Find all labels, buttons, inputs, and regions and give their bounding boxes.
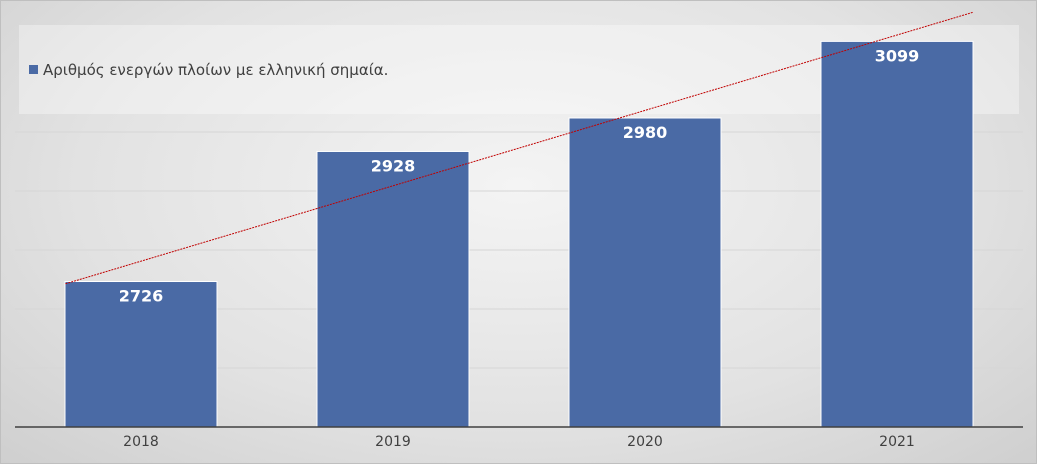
bar-2021: [820, 40, 974, 428]
bar-2019: [316, 150, 470, 428]
legend-label: Αριθμός ενεργών πλοίων με ελληνική σημαί…: [43, 60, 389, 79]
legend-swatch: [29, 65, 38, 74]
x-tick-label-2018: 2018: [123, 434, 159, 450]
data-label-2019: 2928: [371, 156, 416, 175]
x-tick-label-2019: 2019: [375, 434, 411, 450]
bar-2018: [64, 281, 218, 428]
x-tick-label-2021: 2021: [879, 434, 915, 450]
x-tick-label-2020: 2020: [627, 434, 663, 450]
data-label-2021: 3099: [875, 46, 920, 65]
data-label-2018: 2726: [119, 287, 164, 306]
bar-2020: [568, 117, 722, 428]
data-label-2020: 2980: [623, 123, 668, 142]
trendline: [65, 11, 973, 285]
